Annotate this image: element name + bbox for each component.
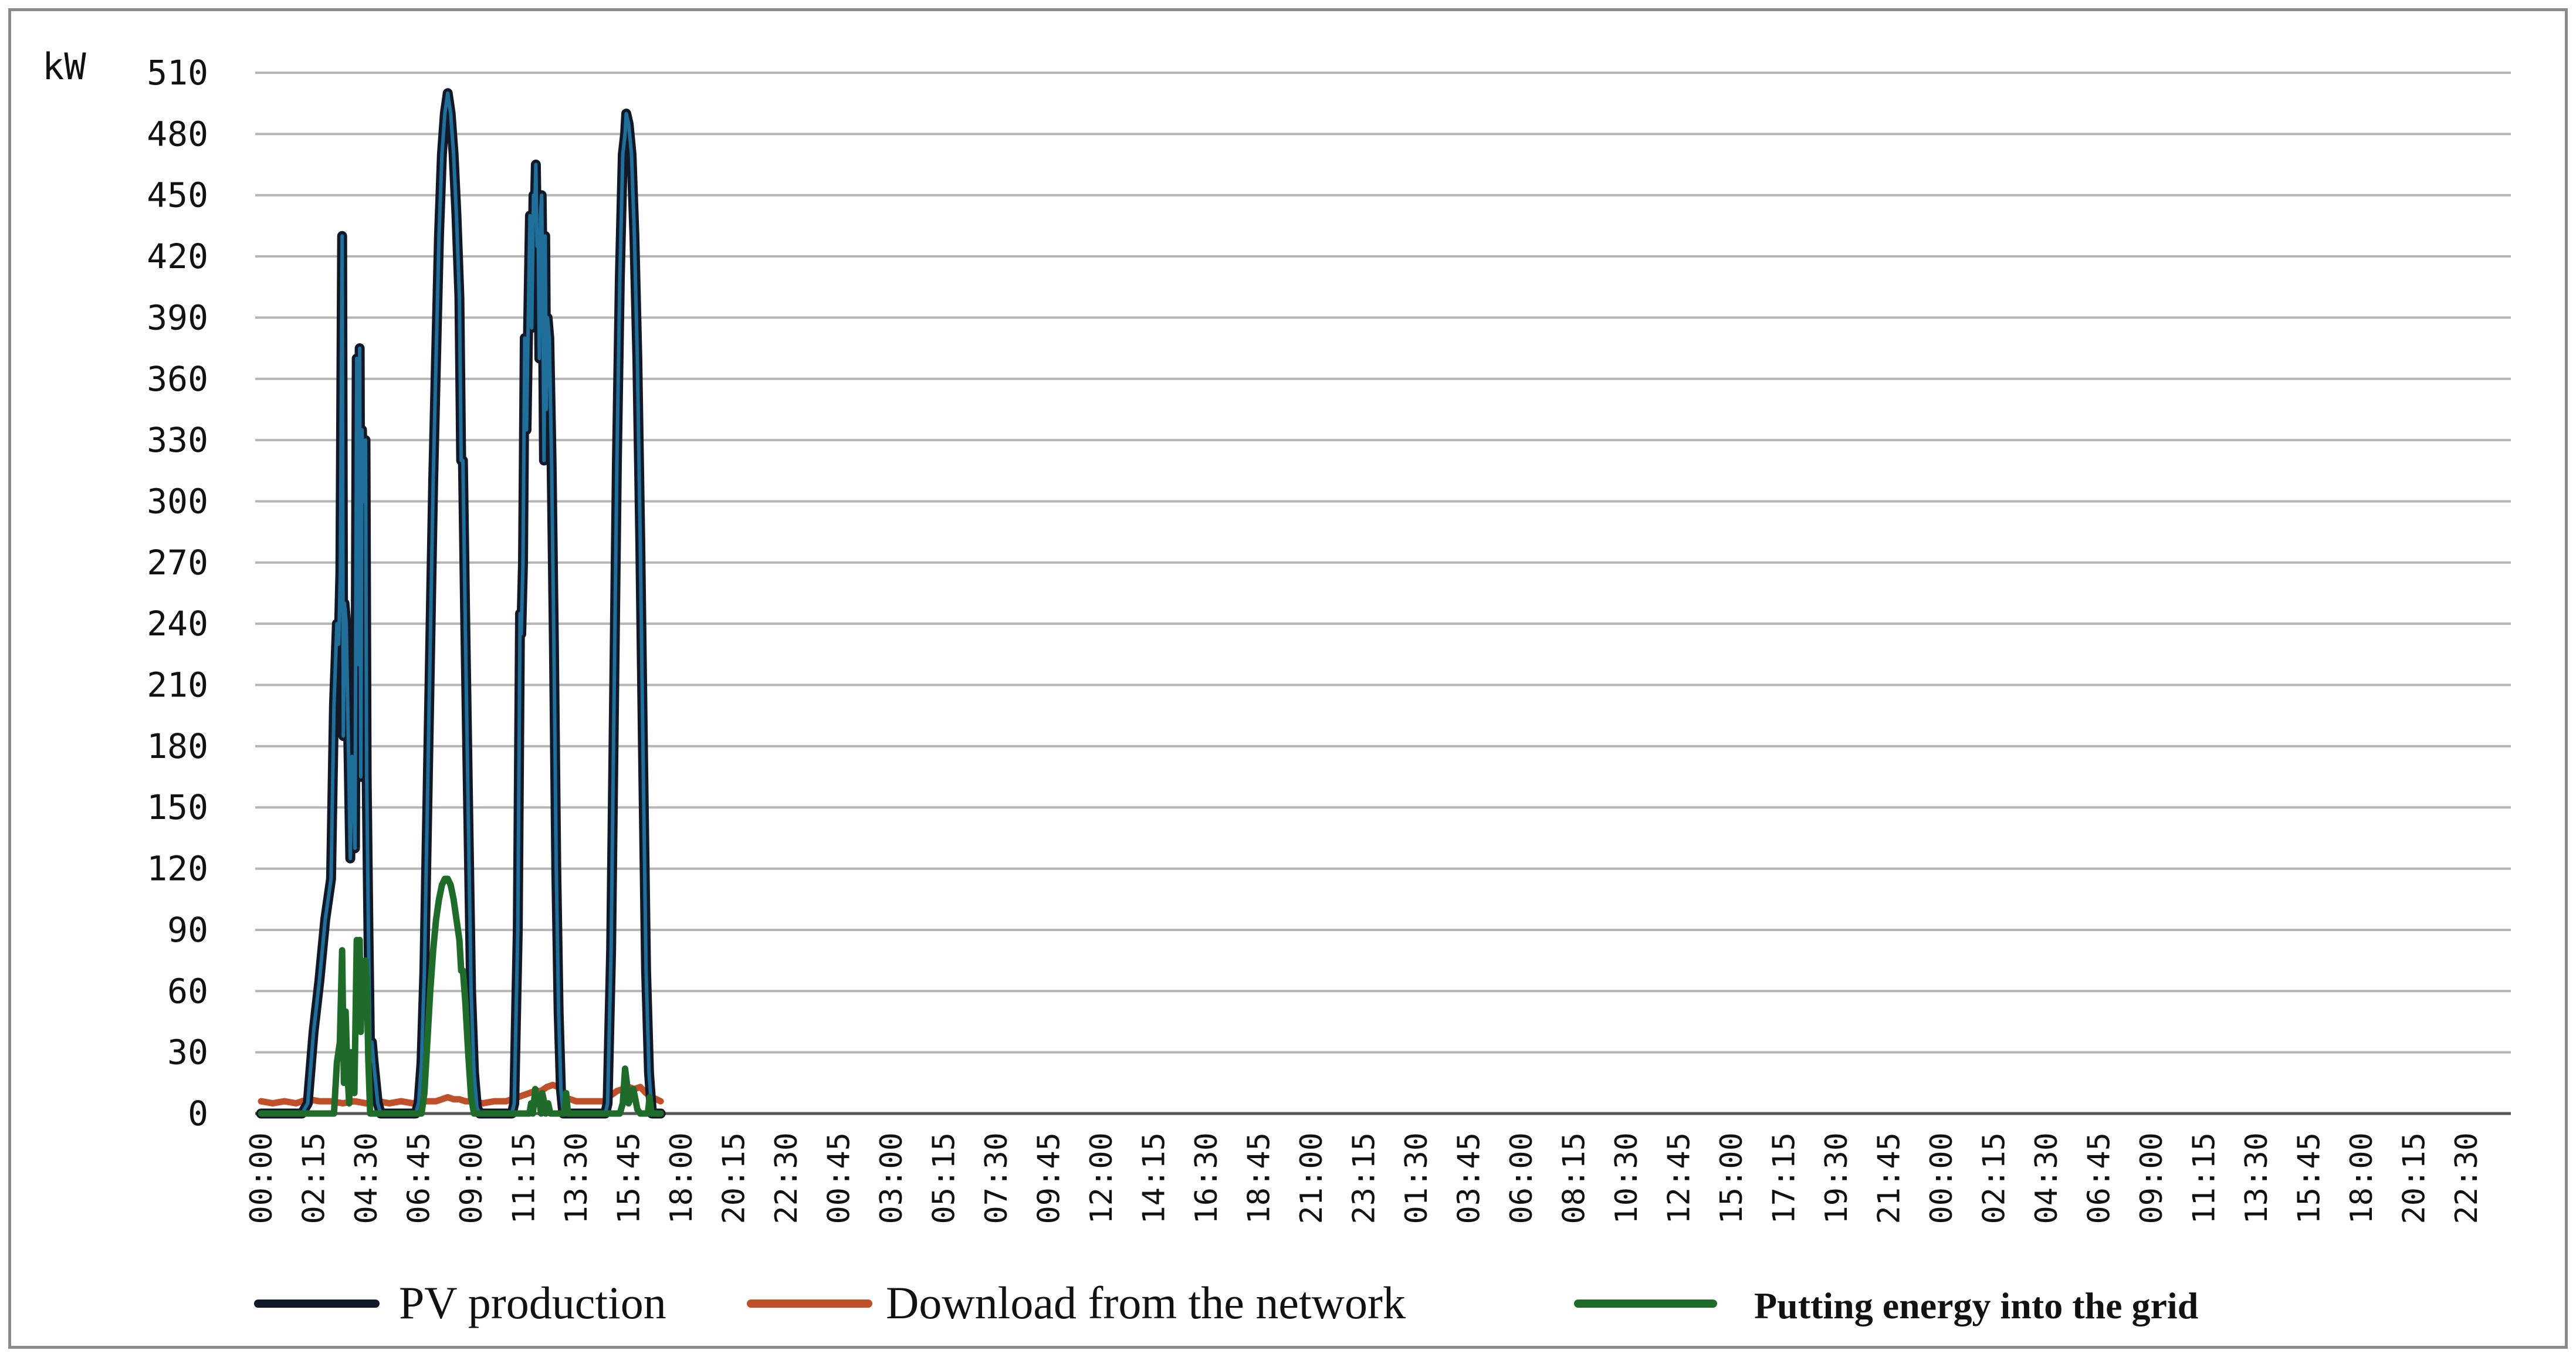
y-tick-label: 30 [167,1033,208,1072]
x-tick-label: 00:00 [244,1132,279,1224]
x-tick-label: 13:30 [559,1132,594,1224]
x-tick-label: 16:30 [1189,1132,1224,1224]
legend-label: PV production [399,1277,666,1328]
y-tick-label: 480 [147,114,208,154]
x-tick-label: 15:00 [1714,1132,1749,1224]
y-tick-label: 90 [167,910,208,950]
x-tick-label: 04:30 [349,1132,384,1224]
x-tick-label: 01:30 [1399,1132,1434,1224]
x-tick-label: 15:45 [612,1132,647,1224]
x-tick-label: 06:45 [402,1132,437,1224]
x-tick-label: 00:00 [1924,1132,1959,1224]
y-tick-label: 210 [147,665,208,705]
grid-lines [255,72,2511,1054]
series-line-putting-energy-into-the-grid [258,875,664,1117]
x-tick-label: 05:15 [927,1132,962,1224]
x-tick-label: 13:30 [2239,1132,2274,1224]
y-axis-ticks: 0 30 60 90 120 150 180 210 240 270 300 330 360 390 420… [147,53,208,1133]
x-tick-label: 03:00 [874,1132,909,1224]
x-tick-label: 08:15 [1557,1132,1592,1224]
y-tick-label: 510 [147,53,208,93]
x-tick-label: 09:00 [2134,1132,2169,1224]
x-tick-label: 20:15 [717,1132,752,1224]
y-tick-label: 300 [147,481,208,521]
y-tick-label: 180 [147,726,208,766]
legend-label: Putting energy into the grid [1754,1285,2198,1326]
y-tick-label: 240 [147,604,208,644]
y-tick-label: 150 [147,787,208,827]
y-tick-label: 270 [147,543,208,583]
y-axis-unit-label: kW [42,45,86,88]
x-tick-label: 12:00 [1084,1132,1119,1224]
x-tick-label: 18:00 [2344,1132,2379,1224]
x-tick-label: 20:15 [2397,1132,2432,1224]
x-tick-label: 21:45 [1872,1132,1907,1224]
x-tick-label: 09:00 [454,1132,489,1224]
x-tick-label: 18:00 [664,1132,699,1224]
x-tick-label: 07:30 [979,1132,1014,1224]
y-tick-label: 330 [147,420,208,460]
x-tick-label: 11:15 [2187,1132,2222,1224]
y-tick-label: 450 [147,175,208,215]
x-tick-label: 14:15 [1137,1132,1172,1224]
x-axis-ticks: 00:00 02:15 04:30 06:45 09:00 11:15 13:30 15:45… [244,1132,2484,1224]
y-tick-label: 60 [167,971,208,1011]
x-tick-label: 15:45 [2292,1132,2327,1224]
series-line-download-from-the-network [258,1081,664,1107]
x-tick-label: 00:45 [822,1132,857,1224]
x-tick-label: 06:00 [1504,1132,1539,1224]
y-tick-label: 360 [147,359,208,399]
x-tick-label: 04:30 [2029,1132,2064,1224]
x-tick-label: 10:30 [1609,1132,1644,1224]
y-tick-label: 120 [147,849,208,889]
x-tick-label: 21:00 [1294,1132,1329,1224]
x-tick-label: 17:15 [1767,1132,1802,1224]
x-tick-label: 23:15 [1347,1132,1382,1224]
x-tick-label: 19:30 [1819,1132,1854,1224]
x-tick-label: 22:30 [769,1132,804,1224]
x-tick-label: 02:15 [297,1132,332,1224]
x-tick-label: 06:45 [2082,1132,2117,1224]
y-tick-label: 0 [188,1094,208,1133]
x-tick-label: 09:45 [1032,1132,1067,1224]
series-lines [256,88,666,1119]
x-tick-label: 02:15 [1977,1132,2012,1224]
legend: PV production Download from the network Pu… [254,1277,2198,1328]
x-tick-label: 11:15 [507,1132,542,1224]
y-tick-label: 420 [147,236,208,276]
x-tick-label: 18:45 [1242,1132,1277,1224]
x-tick-label: 03:45 [1452,1132,1487,1224]
legend-label: Download from the network [886,1277,1406,1328]
x-tick-label: 12:45 [1662,1132,1697,1224]
x-tick-label: 22:30 [2449,1132,2484,1224]
y-tick-label: 390 [147,297,208,337]
